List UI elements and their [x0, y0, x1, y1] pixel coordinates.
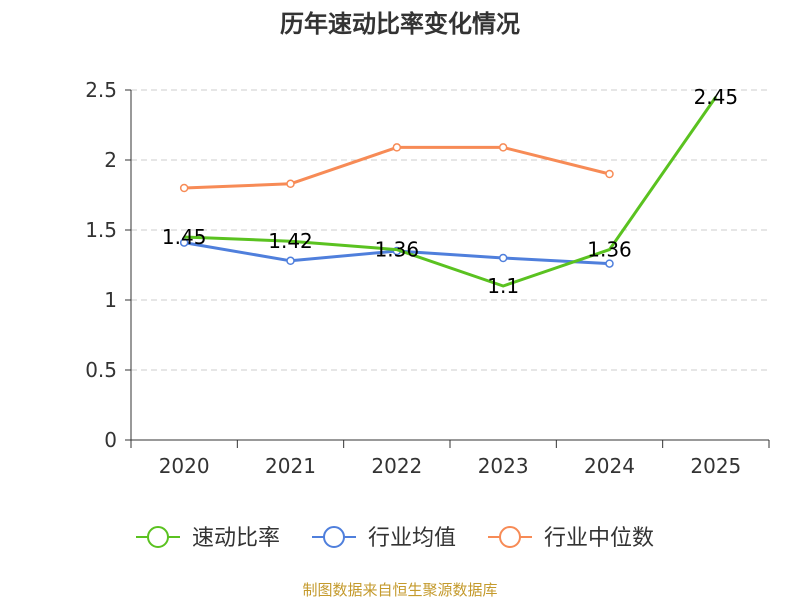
data-point [605, 169, 614, 179]
y-tick-label: 0.5 [85, 358, 117, 382]
series-layer [179, 96, 718, 288]
series-line [184, 96, 718, 288]
y-tick-label: 0 [104, 428, 117, 452]
legend-item-0: 速动比率 [136, 526, 280, 551]
data-label: 1.36 [375, 238, 420, 262]
x-tick-label: 2022 [371, 454, 422, 478]
data-label: 2.45 [694, 85, 739, 109]
x-tick-label: 2021 [265, 454, 316, 478]
data-point [605, 259, 614, 268]
legend-label: 速动比率 [192, 526, 280, 551]
x-tick-label: 2023 [478, 454, 529, 478]
data-label-layer: 1.45 1.42 1.36 1.1 1.36 2.45 [162, 85, 738, 298]
y-tick-label: 2.5 [85, 78, 117, 102]
y-tick-label: 1.5 [85, 218, 117, 242]
x-tick-label: 2020 [159, 454, 210, 478]
data-point [179, 183, 189, 193]
y-tick-label: 1 [104, 288, 117, 312]
legend: 速动比率 行业均值 行业中位数 [136, 526, 654, 551]
data-label: 1.1 [487, 274, 519, 298]
y-tick-label: 2 [104, 148, 117, 172]
legend-label: 行业中位数 [544, 526, 654, 551]
data-point [286, 256, 295, 266]
data-label: 1.36 [587, 238, 632, 262]
legend-item-1: 行业均值 [312, 526, 456, 551]
data-point [498, 253, 508, 263]
series-2 [179, 143, 614, 193]
chart-title: 历年速动比率变化情况 [280, 10, 520, 38]
data-label: 1.45 [162, 225, 207, 249]
grid-layer [131, 89, 769, 371]
source-note: 制图数据来自恒生聚源数据库 [302, 581, 497, 599]
data-point [286, 179, 295, 189]
legend-marker-icon [499, 526, 521, 548]
axis-layer: 0 0.5 1 1.5 2 2.5 2020 2021 2022 2023 2024 2025 [85, 78, 770, 478]
data-point [179, 238, 189, 247]
legend-label: 行业均值 [368, 526, 456, 551]
legend-marker-icon [147, 526, 169, 548]
x-tick-label: 2024 [584, 454, 635, 478]
data-label: 1.42 [268, 229, 313, 253]
series-line [184, 145, 610, 190]
legend-marker-icon [323, 526, 345, 548]
legend-item-2: 行业中位数 [488, 526, 654, 551]
series-0 [184, 96, 718, 288]
data-point [392, 143, 402, 152]
x-tick-label: 2025 [690, 454, 741, 478]
data-point [498, 143, 508, 152]
